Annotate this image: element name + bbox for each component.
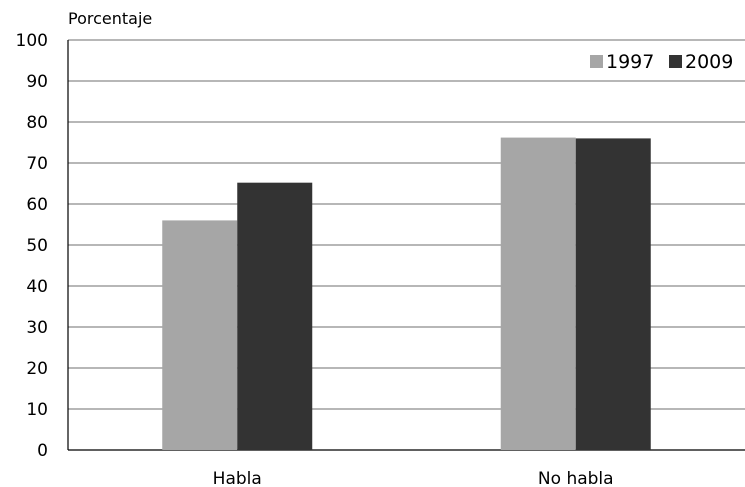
- y-axis-title: Porcentaje: [68, 9, 152, 28]
- x-tick-label: No habla: [538, 469, 614, 487]
- y-tick-label: 100: [16, 31, 48, 51]
- y-tick-label: 20: [26, 359, 48, 379]
- y-tick-label: 70: [26, 154, 48, 174]
- y-axis-ticks: 0 10 20 30 40 50 60 70 80 90 100: [16, 31, 48, 461]
- y-tick-label: 40: [26, 277, 48, 297]
- y-tick-label: 90: [26, 72, 48, 92]
- y-tick-label: 50: [26, 236, 48, 256]
- x-tick-label: Habla: [213, 469, 262, 487]
- y-tick-label: 60: [26, 195, 48, 215]
- bar-2009-no-habla: [575, 138, 651, 450]
- y-tick-label: 30: [26, 318, 48, 338]
- legend-swatch-1997: [590, 55, 603, 68]
- y-tick-label: 0: [37, 441, 48, 461]
- legend: 1997 2009: [590, 51, 733, 73]
- y-tick-label: 10: [26, 400, 48, 420]
- legend-swatch-2009: [669, 55, 682, 68]
- bar-1997-habla: [162, 220, 238, 450]
- bar-1997-no-habla: [500, 137, 576, 450]
- legend-label-2009: 2009: [685, 51, 733, 73]
- bar-2009-habla: [237, 182, 313, 450]
- legend-label-1997: 1997: [606, 51, 654, 73]
- x-axis-labels: Habla No habla: [213, 469, 614, 487]
- bars: [162, 137, 651, 450]
- y-tick-label: 80: [26, 113, 48, 133]
